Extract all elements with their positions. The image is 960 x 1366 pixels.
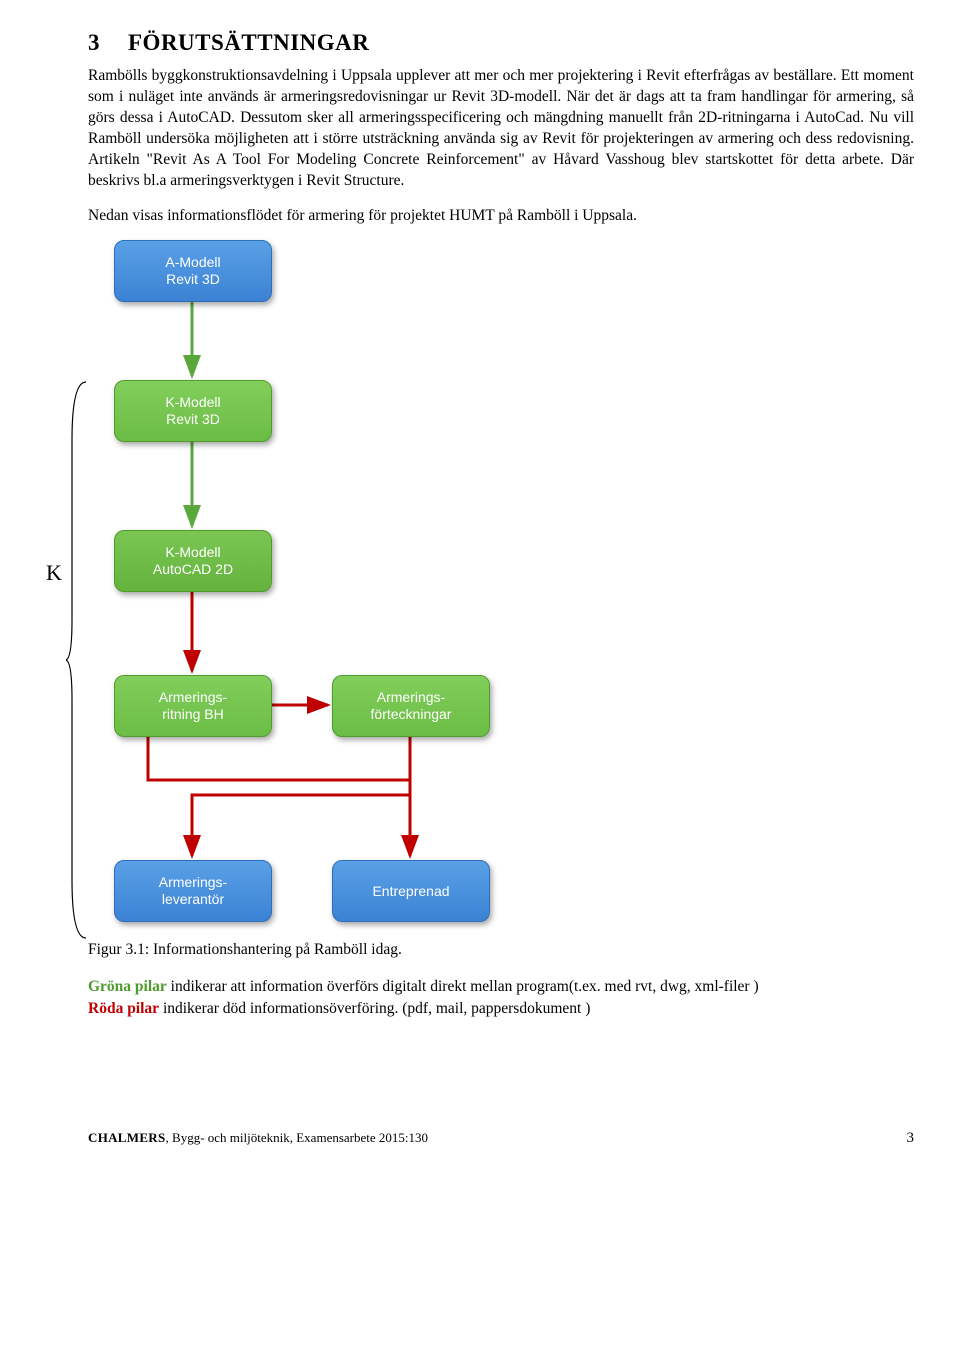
node-label: Armerings- — [159, 874, 227, 892]
legend-green-label: Gröna pilar — [88, 978, 167, 995]
node-armerings-forteckningar: Armerings- förteckningar — [332, 675, 490, 737]
node-armerings-ritning: Armerings- ritning BH — [114, 675, 272, 737]
page-footer: CHALMERS, Bygg- och miljöteknik, Examens… — [88, 1130, 914, 1177]
paragraph-2: Nedan visas informationsflödet för armer… — [88, 206, 914, 227]
node-k-modell-revit: K-Modell Revit 3D — [114, 380, 272, 442]
node-label: ritning BH — [162, 706, 223, 724]
curly-bracket — [66, 380, 90, 940]
section-title: FÖRUTSÄTTNINGAR — [128, 30, 369, 55]
figure-caption: Figur 3.1: Informationshantering på Ramb… — [88, 941, 402, 959]
footer-left: CHALMERS, Bygg- och miljöteknik, Examens… — [88, 1130, 428, 1146]
node-label: förteckningar — [371, 706, 452, 724]
legend-red-label: Röda pilar — [88, 1000, 159, 1017]
arrow-red-3 — [192, 737, 410, 856]
node-a-modell: A-Modell Revit 3D — [114, 240, 272, 302]
flowchart: K — [88, 240, 914, 1020]
node-label: leverantör — [162, 891, 224, 909]
k-group-label: K — [46, 560, 62, 586]
node-label: K-Modell — [165, 544, 220, 562]
node-label: A-Modell — [165, 254, 220, 272]
node-label: Armerings- — [377, 689, 445, 707]
footer-publisher: CHALMERS — [88, 1130, 166, 1145]
paragraph-1: Rambölls byggkonstruktionsavdelning i Up… — [88, 66, 914, 192]
node-entreprenad: Entreprenad — [332, 860, 490, 922]
node-label: Revit 3D — [166, 271, 220, 289]
footer-dept: , Bygg- och miljöteknik, Examensarbete 2… — [166, 1130, 428, 1145]
legend-green-text: indikerar att information överförs digit… — [167, 978, 759, 995]
node-k-modell-autocad: K-Modell AutoCAD 2D — [114, 530, 272, 592]
node-armerings-leverantor: Armerings- leverantör — [114, 860, 272, 922]
footer-page-number: 3 — [907, 1130, 915, 1147]
legend: Gröna pilar indikerar att information öv… — [88, 976, 868, 1019]
node-label: K-Modell — [165, 394, 220, 412]
node-label: Armerings- — [159, 689, 227, 707]
section-heading: 3 FÖRUTSÄTTNINGAR — [88, 30, 914, 56]
node-label: Entreprenad — [372, 883, 449, 901]
legend-red-text: indikerar död informationsöverföring. (p… — [159, 1000, 590, 1017]
node-label: AutoCAD 2D — [153, 561, 233, 579]
node-label: Revit 3D — [166, 411, 220, 429]
section-number: 3 — [88, 30, 100, 56]
